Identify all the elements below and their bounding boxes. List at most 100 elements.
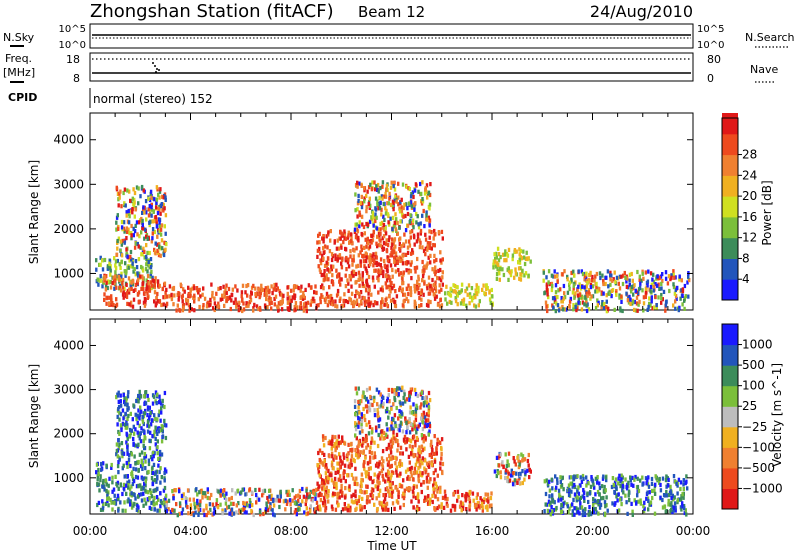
data-cell <box>423 224 426 229</box>
data-cell <box>396 448 399 453</box>
data-cell <box>518 475 521 480</box>
data-cell <box>481 501 484 506</box>
data-cell <box>115 285 118 290</box>
data-cell <box>507 247 511 252</box>
data-cell <box>661 476 665 481</box>
data-cell <box>504 249 507 254</box>
data-cell <box>359 200 362 205</box>
data-cell <box>409 405 412 410</box>
data-cell <box>145 217 148 222</box>
data-cell <box>386 187 389 193</box>
data-cell <box>339 282 342 287</box>
data-cell <box>434 468 437 473</box>
data-cell <box>327 299 331 304</box>
data-cell <box>123 399 126 405</box>
data-cell <box>387 284 390 289</box>
data-cell <box>157 426 161 431</box>
data-cell <box>415 459 419 464</box>
data-cell <box>374 268 377 273</box>
data-cell <box>122 392 125 398</box>
data-cell <box>121 491 124 497</box>
data-cell <box>321 486 324 491</box>
data-cell <box>186 488 190 493</box>
data-cell <box>122 451 126 456</box>
data-cell <box>126 444 129 449</box>
data-cell <box>122 220 126 225</box>
data-cell <box>286 285 289 290</box>
data-cell <box>409 230 412 235</box>
data-cell <box>146 420 150 425</box>
data-cell <box>331 438 334 443</box>
data-cell <box>646 478 649 483</box>
data-cell <box>367 296 370 301</box>
x-tick-label: 20:00 <box>575 524 610 538</box>
data-cell <box>379 436 382 441</box>
data-cell <box>683 283 687 289</box>
data-cell <box>594 305 598 311</box>
data-cell <box>596 480 599 485</box>
data-cell <box>164 493 168 498</box>
data-cell <box>240 490 243 495</box>
data-cell <box>142 503 145 508</box>
data-cell <box>355 289 358 294</box>
data-cell <box>115 252 119 257</box>
data-cell <box>117 508 120 513</box>
data-cell <box>275 287 278 292</box>
data-cell <box>401 401 405 406</box>
data-cell <box>570 270 573 276</box>
data-cell <box>360 231 363 237</box>
data-cell <box>319 258 322 263</box>
data-cell <box>359 299 363 304</box>
data-cell <box>402 214 405 219</box>
data-cell <box>121 508 124 513</box>
data-cell <box>132 202 135 207</box>
data-cell <box>440 447 443 452</box>
data-cell <box>645 496 648 501</box>
data-cell <box>386 275 390 280</box>
data-cell <box>495 473 498 479</box>
data-cell <box>314 496 317 501</box>
data-cell <box>443 489 447 494</box>
data-cell <box>642 308 645 313</box>
data-cell <box>401 261 405 266</box>
data-cell <box>316 240 319 245</box>
data-cell <box>401 303 405 308</box>
data-cell <box>148 438 151 443</box>
data-cell <box>118 431 121 436</box>
data-cell <box>158 217 162 222</box>
data-cell <box>661 272 664 277</box>
data-cell <box>453 504 457 509</box>
data-cell <box>441 469 444 474</box>
data-cell <box>430 454 433 459</box>
data-cell <box>357 443 360 448</box>
data-cell <box>621 281 625 287</box>
data-cell <box>424 252 427 257</box>
data-cell <box>155 197 159 202</box>
data-cell <box>387 222 391 227</box>
data-cell <box>388 399 391 404</box>
data-cell <box>252 306 255 311</box>
data-cell <box>213 508 216 513</box>
data-cell <box>154 276 157 281</box>
data-cell <box>652 279 656 284</box>
data-cell <box>354 489 357 494</box>
data-cell <box>125 236 128 241</box>
data-cell <box>617 492 620 497</box>
data-cell <box>515 478 518 483</box>
data-cell <box>221 296 224 301</box>
data-cell <box>383 258 386 264</box>
data-cell <box>466 292 469 297</box>
data-cell <box>421 199 425 204</box>
data-cell <box>258 509 262 515</box>
data-cell <box>124 411 127 416</box>
data-cell <box>257 287 261 292</box>
data-cell <box>400 414 403 419</box>
data-cell <box>409 387 413 392</box>
data-cell <box>223 294 226 299</box>
data-cell <box>350 499 354 504</box>
data-cell <box>145 278 148 283</box>
data-cell <box>427 432 430 437</box>
data-cell <box>358 213 362 218</box>
data-cell <box>353 481 356 486</box>
data-cell <box>676 498 679 503</box>
